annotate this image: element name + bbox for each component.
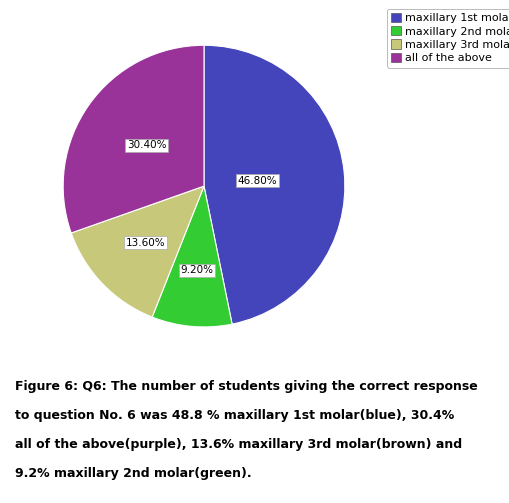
Title: Displacement of tooth into the maxillary sinus is highly seen during the
extract: Displacement of tooth into the maxillary… <box>0 0 442 2</box>
Wedge shape <box>152 186 232 327</box>
Text: to question No. 6 was 48.8 % maxillary 1st molar(blue), 30.4%: to question No. 6 was 48.8 % maxillary 1… <box>15 409 454 422</box>
Text: 9.2% maxillary 2nd molar(green).: 9.2% maxillary 2nd molar(green). <box>15 467 251 480</box>
Text: all of the above(purple), 13.6% maxillary 3rd molar(brown) and: all of the above(purple), 13.6% maxillar… <box>15 438 462 451</box>
Wedge shape <box>204 45 344 324</box>
Wedge shape <box>71 186 204 317</box>
Text: 30.40%: 30.40% <box>127 140 166 150</box>
Text: 13.60%: 13.60% <box>125 238 164 248</box>
Text: 46.80%: 46.80% <box>237 176 276 186</box>
Text: 9.20%: 9.20% <box>180 265 213 275</box>
Text: Figure 6: Q6: The number of students giving the correct response: Figure 6: Q6: The number of students giv… <box>15 380 477 393</box>
Legend: maxillary 1st molar, maxillary 2nd molar, maxillary 3rd molar, all of the above: maxillary 1st molar, maxillary 2nd molar… <box>386 9 509 67</box>
Wedge shape <box>63 45 204 233</box>
